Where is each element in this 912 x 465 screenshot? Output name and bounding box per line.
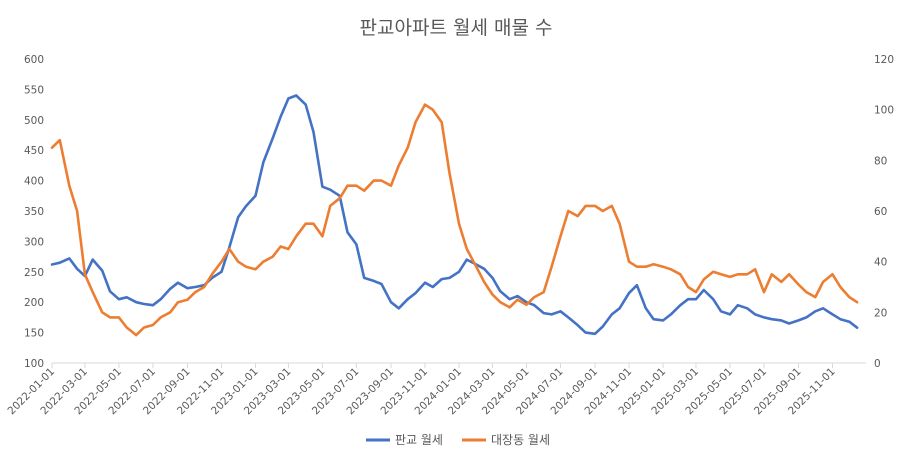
- y-left-tick-label: 200: [24, 297, 44, 309]
- series-line-pangyo: [50, 94, 859, 336]
- y-right-tick-label: 100: [874, 105, 894, 117]
- y-right-tick-label: 0: [874, 358, 881, 370]
- y-right-tick-label: 80: [874, 155, 887, 167]
- y-left-tick-label: 100: [24, 358, 44, 370]
- y-left-tick-label: 500: [24, 115, 44, 127]
- series-line-daejang: [50, 103, 859, 337]
- y-left-tick-label: 450: [24, 145, 44, 157]
- y-right-tick-label: 120: [874, 54, 894, 66]
- y-left-tick-label: 400: [24, 176, 44, 188]
- y-left-tick-label: 350: [24, 206, 44, 218]
- legend-label: 판교 월세: [395, 433, 443, 447]
- y-left-tick-label: 600: [24, 54, 44, 66]
- chart-title: 판교아파트 월세 매물 수: [360, 17, 553, 39]
- y-right-tick-label: 40: [874, 257, 887, 269]
- y-right-tick-label: 20: [874, 307, 887, 319]
- legend-label: 대장동 월세: [491, 433, 550, 447]
- y-right-tick-label: 60: [874, 206, 887, 218]
- y-left-tick-label: 150: [24, 328, 44, 340]
- y-left-tick-label: 300: [24, 236, 44, 248]
- y-left-tick-label: 550: [24, 84, 44, 96]
- y-left-tick-label: 250: [24, 267, 44, 279]
